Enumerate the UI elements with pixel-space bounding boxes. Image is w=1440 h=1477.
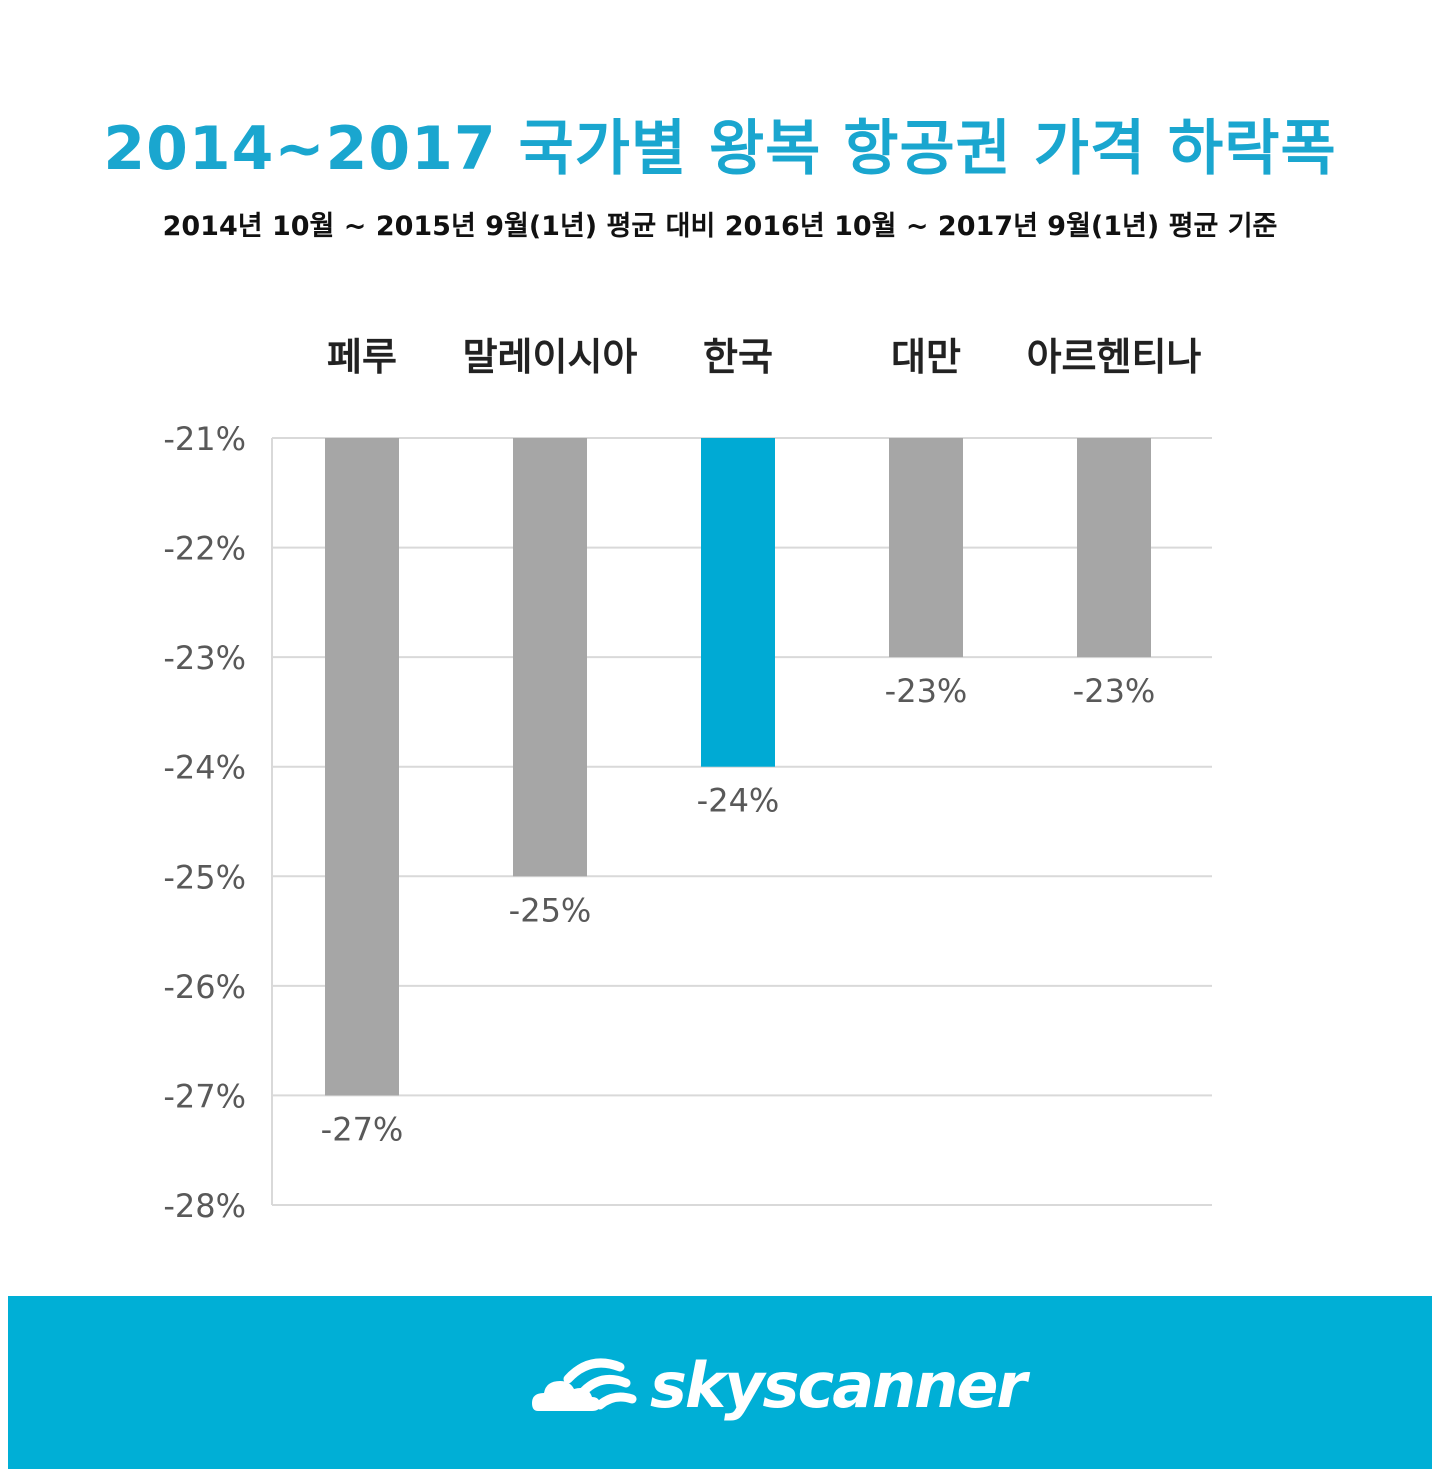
brand-logo[interactable]: skyscanner — [528, 1348, 1027, 1422]
bar-5 — [1077, 438, 1151, 658]
bar-4 — [889, 438, 963, 658]
y-tick-label: -23% — [163, 639, 246, 677]
y-axis-ticks: -21% -22% -23% -24% -25% -26% -27% -28% — [163, 420, 246, 1225]
data-label: -27% — [321, 1110, 404, 1148]
brand-name: skyscanner — [650, 1348, 1027, 1422]
chart-title: 2014~2017 국가별 왕복 항공권 가격 하락폭 — [103, 114, 1337, 184]
sunrise-cloud-icon — [532, 1358, 637, 1411]
category-label: 아르헨티나 — [1027, 335, 1202, 379]
y-tick-label: -28% — [163, 1187, 246, 1225]
bars — [325, 438, 1151, 1096]
y-tick-label: -27% — [163, 1077, 246, 1115]
y-tick-label: -22% — [163, 530, 246, 568]
category-label: 페루 — [327, 335, 397, 379]
y-tick-label: -21% — [163, 420, 246, 458]
y-tick-label: -24% — [163, 749, 246, 787]
y-tick-label: -25% — [163, 858, 246, 896]
y-tick-label: -26% — [163, 968, 246, 1006]
category-label: 대만 — [891, 335, 961, 379]
value-labels: -27% -25% -24% -23% -23% — [321, 672, 1156, 1148]
bar-chart: -21% -22% -23% -24% -25% -26% -27% -28% -27% -25… — [163, 335, 1212, 1225]
data-label: -24% — [697, 782, 780, 820]
bar-2 — [513, 438, 587, 877]
bar-1 — [325, 438, 399, 1096]
category-label: 한국 — [703, 335, 773, 379]
brand-footer: skyscanner — [8, 1296, 1432, 1469]
data-label: -23% — [885, 672, 968, 710]
category-labels: 페루 말레이시아 한국 대만 아르헨티나 — [327, 335, 1201, 379]
bar-3 — [701, 438, 775, 767]
data-label: -25% — [509, 891, 592, 929]
data-label: -23% — [1073, 672, 1156, 710]
chart-subtitle: 2014년 10월 ~ 2015년 9월(1년) 평균 대비 2016년 10월… — [162, 211, 1278, 242]
category-label: 말레이시아 — [463, 335, 638, 379]
